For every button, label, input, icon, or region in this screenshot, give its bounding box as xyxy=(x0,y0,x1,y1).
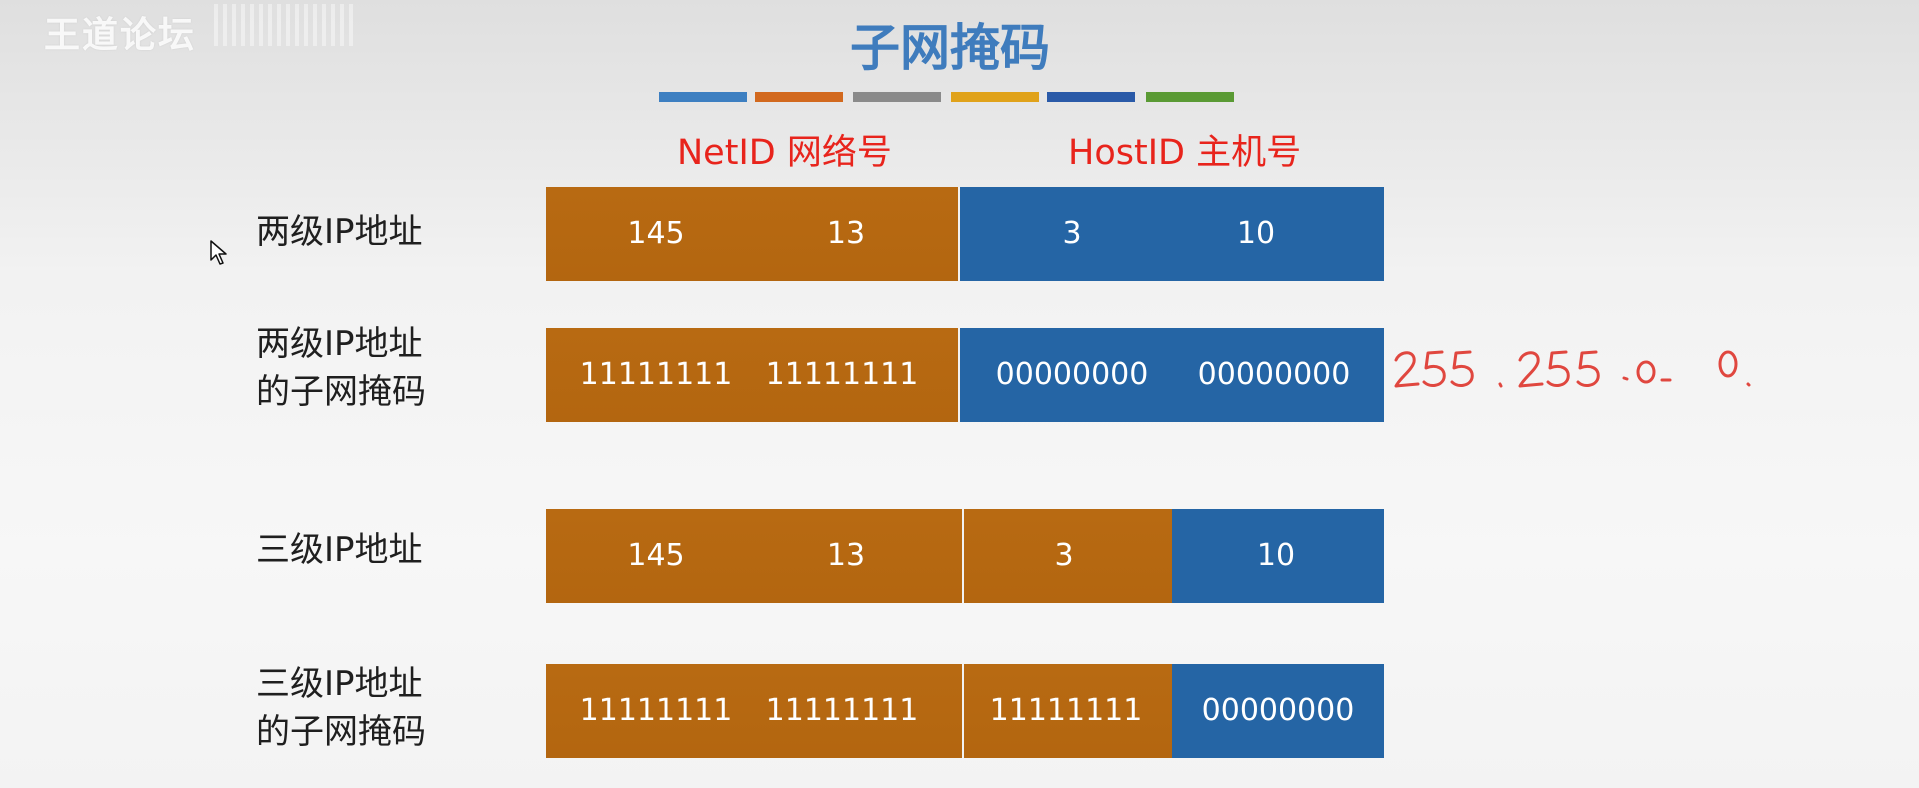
host-segment xyxy=(1172,509,1384,603)
row-label-line: 三级IP地址 xyxy=(256,664,423,704)
host-segment xyxy=(1172,664,1384,758)
subnet-segment xyxy=(964,664,1172,758)
octet-value: 11111111 xyxy=(579,357,733,392)
octet-value: 3 xyxy=(1054,538,1074,573)
octet-value: 3 xyxy=(1062,216,1082,251)
octet-value: 11111111 xyxy=(765,693,919,728)
title-underline-segment xyxy=(951,92,1039,102)
three-level-mask-bar: 11111111 11111111 11111111 00000000 xyxy=(546,664,1384,758)
watermark-logo: 王道论坛 xyxy=(44,15,197,56)
two-level-ip-bar: 145 13 3 10 xyxy=(546,187,1384,281)
row-label-line: 的子网掩码 xyxy=(256,712,426,752)
hostid-header: HostID 主机号 xyxy=(1068,133,1302,173)
segment-divider xyxy=(958,187,960,281)
row-label-two-level-mask: 两级IP地址 的子网掩码 xyxy=(256,320,426,416)
network-segment xyxy=(546,509,962,603)
octet-value: 11111111 xyxy=(765,357,919,392)
octet-value: 145 xyxy=(627,216,685,251)
octet-value: 00000000 xyxy=(1201,693,1355,728)
row-label-three-level-ip: 三级IP地址 xyxy=(256,526,423,574)
slide-title: 子网掩码 xyxy=(850,19,1050,77)
octet-value: 11111111 xyxy=(579,693,733,728)
title-underline-segment xyxy=(659,92,747,102)
segment-divider xyxy=(958,328,960,422)
row-label-line: 两级IP地址 xyxy=(256,212,423,252)
three-level-ip-bar: 145 13 3 10 xyxy=(546,509,1384,603)
octet-value: 10 xyxy=(1236,216,1276,251)
row-label-line: 两级IP地址 xyxy=(256,324,423,364)
network-segment xyxy=(546,328,958,422)
octet-value: 00000000 xyxy=(1197,357,1351,392)
octet-value: 00000000 xyxy=(995,357,1149,392)
network-segment xyxy=(546,187,958,281)
row-label-line: 三级IP地址 xyxy=(256,530,423,570)
segment-divider xyxy=(962,509,964,603)
title-underline-segment xyxy=(1047,92,1135,102)
title-underline-segment xyxy=(853,92,941,102)
row-label-three-level-mask: 三级IP地址 的子网掩码 xyxy=(256,660,426,756)
host-segment xyxy=(960,328,1384,422)
mouse-cursor-icon xyxy=(210,240,227,265)
segment-divider xyxy=(962,664,964,758)
octet-value: 145 xyxy=(627,538,685,573)
octet-value: 13 xyxy=(826,538,866,573)
handwritten-mask-annotation: 255.255.0.0 xyxy=(1390,338,1751,388)
row-label-two-level-ip: 两级IP地址 xyxy=(256,208,423,256)
watermark-stripes xyxy=(214,4,354,46)
network-segment xyxy=(546,664,962,758)
octet-value: 10 xyxy=(1256,538,1296,573)
host-segment xyxy=(960,187,1384,281)
octet-value: 13 xyxy=(826,216,866,251)
netid-header: NetID 网络号 xyxy=(677,133,892,173)
two-level-mask-bar: 11111111 11111111 00000000 00000000 xyxy=(546,328,1384,422)
title-underline-segment xyxy=(1146,92,1234,102)
subnet-segment xyxy=(964,509,1172,603)
title-underline-segment xyxy=(755,92,843,102)
handwritten-mask-text: 255.255.0.0 xyxy=(1390,338,1396,339)
row-label-line: 的子网掩码 xyxy=(256,372,426,412)
octet-value: 11111111 xyxy=(989,693,1143,728)
